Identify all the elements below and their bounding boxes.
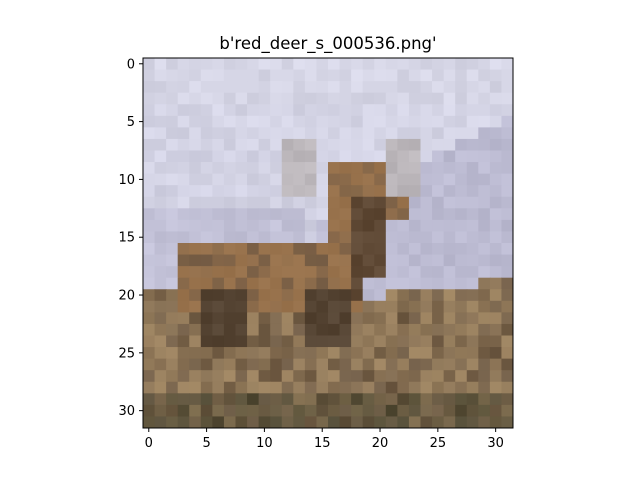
y-tick-label: 5 <box>127 115 135 130</box>
y-tick-label: 30 <box>118 404 135 419</box>
x-tick-label: 20 <box>372 436 389 451</box>
y-tick-label: 15 <box>118 231 135 246</box>
image-pixels <box>143 58 513 428</box>
y-tick-label: 0 <box>127 57 135 72</box>
x-axis: 0 5 10 15 20 25 30 <box>145 428 504 451</box>
x-tick-label: 25 <box>430 436 447 451</box>
x-tick-label: 5 <box>202 436 210 451</box>
y-axis: 0 5 10 15 20 25 30 <box>118 57 143 419</box>
y-tick-label: 10 <box>118 173 135 188</box>
x-tick-label: 0 <box>145 436 153 451</box>
x-tick-label: 10 <box>256 436 273 451</box>
axes-frame <box>142 57 514 429</box>
y-tick-label: 20 <box>118 289 135 304</box>
figure-title: b'red_deer_s_000536.png' <box>219 34 436 54</box>
x-tick-label: 15 <box>314 436 331 451</box>
y-tick-label: 25 <box>118 346 135 361</box>
x-tick-label: 30 <box>487 436 504 451</box>
